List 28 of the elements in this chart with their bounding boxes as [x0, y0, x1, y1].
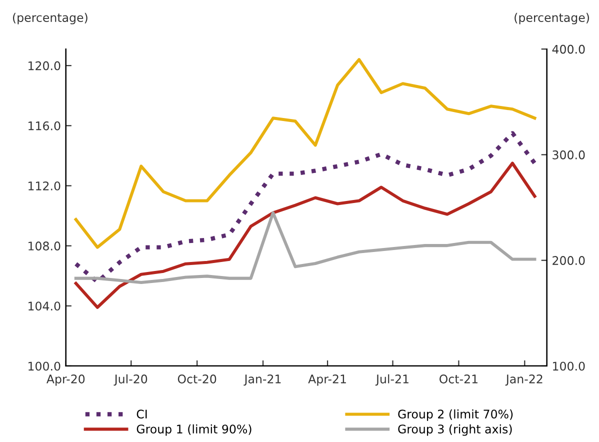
y2-tick-label: 200.0 [552, 256, 585, 265]
line-series [74, 58, 536, 249]
x-tick-label: Jan-22 [505, 374, 542, 386]
y2-tick-label: 300.0 [552, 150, 585, 160]
y2-tick-label: 400.0 [552, 44, 585, 54]
line-series [74, 162, 536, 309]
x-tick-label: Jul-20 [114, 374, 148, 386]
x-tick-label: Jul-21 [375, 374, 408, 386]
y-axis-title: (percentage) [12, 12, 88, 24]
y-tick-label: 116.0 [28, 121, 60, 130]
legend-label: Group 1 (limit 90%) [136, 424, 252, 436]
y2-axis-title: (percentage) [514, 12, 589, 24]
line-series [74, 211, 536, 284]
y-tick-label: 104.0 [28, 302, 60, 311]
line-series [74, 131, 537, 284]
x-tick-label: Apr-21 [308, 374, 346, 386]
legend-label: Group 2 (limit 70%) [398, 409, 513, 421]
y-tick-label: 108.0 [28, 242, 60, 250]
x-tick-label: Oct-20 [178, 374, 216, 384]
legend-label: Group 3 (right axis) [398, 424, 512, 436]
y-tick-label: 120.0 [28, 61, 60, 70]
x-tick-label: Oct-21 [440, 374, 478, 384]
y-tick-label: 112.0 [28, 181, 60, 190]
y-tick-label: 100.0 [28, 362, 60, 371]
x-tick-label: Jan-21 [244, 374, 281, 386]
y2-tick-label: 100.0 [553, 362, 585, 371]
legend-label: CI [136, 410, 147, 419]
x-tick-label: Apr-20 [46, 374, 85, 386]
